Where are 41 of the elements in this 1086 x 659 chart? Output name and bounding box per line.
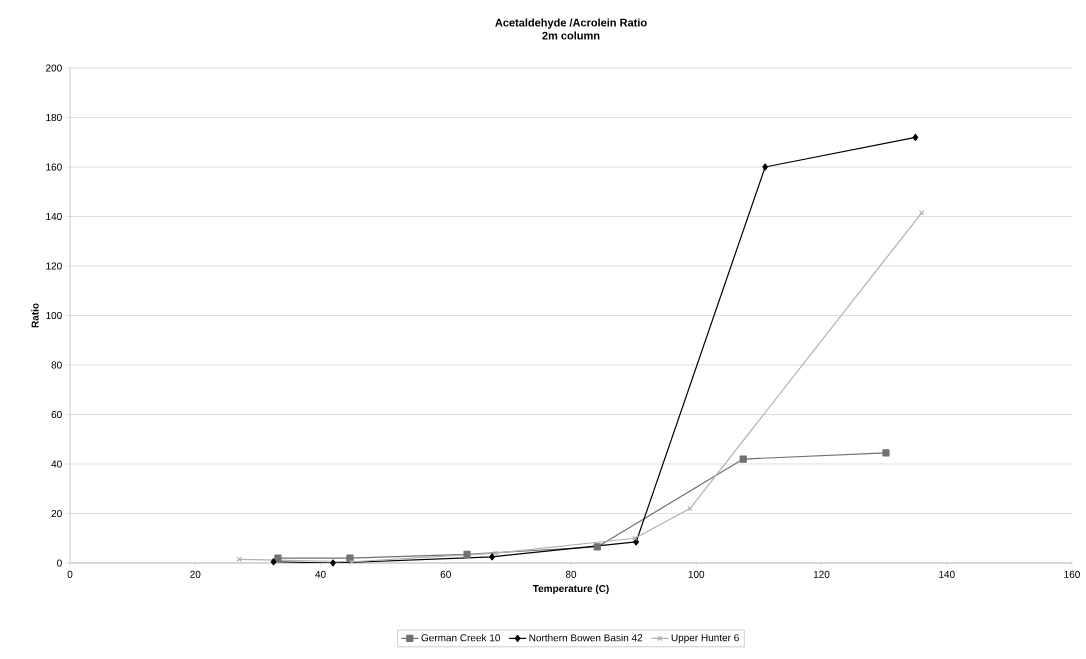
chart-subtitle: 2m column — [542, 31, 600, 40]
legend-label: Northern Bowen Basin 42 — [529, 634, 643, 642]
y-tick-label: 60 — [51, 410, 62, 419]
x-axis-title: Temperature (C) — [532, 584, 609, 595]
point — [912, 133, 919, 141]
point — [882, 449, 890, 457]
y-tick-label: 200 — [46, 64, 62, 72]
y-axis-title: Ratio — [31, 303, 39, 328]
point — [489, 553, 495, 561]
point — [632, 535, 638, 541]
point — [274, 554, 282, 562]
y-tick-label: 100 — [46, 311, 62, 320]
x-tick-label: 120 — [813, 570, 830, 578]
y-tick-label: 80 — [51, 361, 62, 369]
point — [463, 550, 471, 558]
y-tick-label: 160 — [46, 163, 62, 171]
y-tick-label: 140 — [46, 212, 62, 221]
y-tick-label: 0 — [57, 559, 62, 567]
x-tick-label: 160 — [1064, 570, 1080, 578]
point — [762, 163, 768, 171]
point — [346, 554, 354, 562]
chart-title: Acetaldehyde /Acrolein Ratio — [495, 18, 647, 29]
y-tick-label: 20 — [51, 509, 62, 518]
y-tick-label: 120 — [46, 262, 62, 270]
y-tick-label: 180 — [46, 113, 62, 122]
x-tick-label: 80 — [565, 570, 577, 578]
legend-label: German Creek 10 — [421, 634, 501, 642]
y-tick-label: 40 — [51, 460, 62, 468]
x-tick-label: 100 — [688, 570, 705, 578]
point — [687, 505, 693, 512]
x-tick-label: 140 — [939, 570, 955, 578]
point — [739, 455, 747, 463]
x-tick-label: 40 — [315, 570, 326, 578]
x-tick-label: 0 — [67, 570, 73, 578]
legend-label: Upper Hunter 6 — [671, 634, 739, 644]
point — [493, 550, 499, 556]
x-tick-label: 20 — [190, 570, 201, 578]
point — [270, 558, 277, 566]
point — [330, 559, 336, 567]
x-tick-label: 60 — [440, 570, 451, 578]
point — [593, 543, 601, 551]
